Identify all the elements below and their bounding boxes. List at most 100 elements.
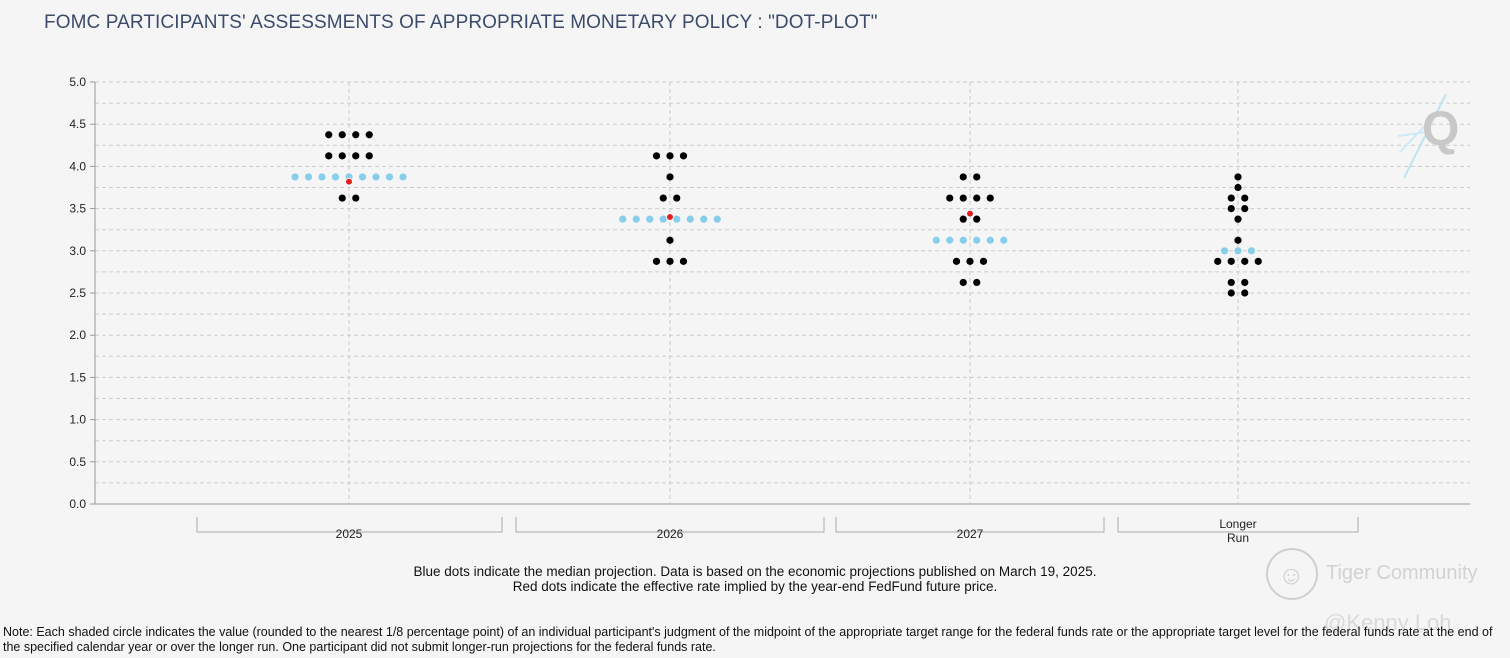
median-dot <box>399 173 407 181</box>
x-tick-label: 2027 <box>957 527 984 541</box>
participant-dot <box>1241 289 1249 297</box>
y-tick-label: 2.5 <box>69 286 86 300</box>
participant-dot <box>666 257 674 265</box>
participant-dot <box>1227 205 1235 213</box>
participant-dot <box>666 173 674 181</box>
participant-dot <box>1234 173 1242 181</box>
participant-dot <box>679 257 688 265</box>
median-dot <box>932 236 940 244</box>
participant-dot <box>352 194 360 202</box>
watermark: ☺ Tiger Community @Kenny Loh <box>1266 546 1506 654</box>
participant-dot <box>946 194 954 202</box>
participant-dot <box>352 131 360 139</box>
y-tick-label: 1.0 <box>69 413 86 427</box>
median-dot <box>713 215 721 223</box>
footnote: Note: Each shaded circle indicates the v… <box>3 625 1493 654</box>
participant-dot <box>338 152 346 160</box>
participant-dot <box>973 194 981 202</box>
category-bracket <box>196 517 503 533</box>
participant-dot <box>1227 194 1235 202</box>
participant-dot <box>1241 194 1249 202</box>
tiger-glyph-icon: ☺ <box>1278 560 1305 590</box>
x-tick-label: 2025 <box>336 527 363 541</box>
median-dot <box>1000 236 1008 244</box>
participant-dot <box>959 278 967 287</box>
y-tick-label: 3.5 <box>69 202 86 216</box>
median-dot <box>1247 247 1256 255</box>
participant-dot <box>959 173 967 181</box>
participant-dot <box>652 257 661 265</box>
x-tick-label-line: Longer <box>1219 517 1256 531</box>
participant-dot <box>973 278 981 287</box>
category-bracket <box>515 517 825 533</box>
participant-dot <box>666 236 674 244</box>
median-dot <box>686 215 694 223</box>
participant-dot <box>1241 278 1249 287</box>
watermark-user: @Kenny Loh <box>1324 610 1452 635</box>
median-dot <box>632 215 640 223</box>
participant-dot <box>679 152 688 160</box>
median-dot <box>331 173 340 181</box>
median-dot <box>304 173 313 181</box>
participant-dot <box>1234 215 1242 223</box>
median-dot <box>700 215 708 223</box>
tiger-logo-icon: ☺ <box>1266 548 1318 600</box>
logo-letter: Q <box>1422 103 1460 156</box>
participant-dot <box>325 152 333 160</box>
participant-dot <box>966 257 974 265</box>
implied-rate-dot <box>966 209 974 218</box>
participant-dot <box>959 194 967 202</box>
participant-dot <box>325 131 333 139</box>
participant-dot <box>338 194 346 202</box>
participant-dot <box>666 152 674 160</box>
median-dot <box>659 215 667 223</box>
chart-caption: Blue dots indicate the median projection… <box>0 564 1510 594</box>
participant-dot <box>973 215 981 223</box>
logo-streak-icon <box>1397 93 1447 179</box>
participant-dot <box>365 131 373 139</box>
participant-dot <box>1234 183 1242 192</box>
watermark-brand: Tiger Community <box>1326 562 1478 584</box>
participant-dot <box>652 152 661 160</box>
participant-dot <box>659 194 667 202</box>
implied-rate-dot <box>666 213 674 221</box>
median-dot <box>986 236 994 244</box>
y-tick-label: 4.0 <box>69 159 86 173</box>
y-tick-label: 5.0 <box>69 75 86 89</box>
median-dot <box>646 215 654 223</box>
caption-median-note: Blue dots indicate the median projection… <box>413 564 1097 579</box>
median-dot <box>291 173 299 181</box>
participant-dot <box>973 173 981 181</box>
participant-dot <box>365 152 373 160</box>
participant-dot <box>1214 257 1222 265</box>
median-dot <box>385 173 394 181</box>
participant-dot <box>986 194 994 202</box>
median-dot <box>946 236 954 244</box>
q-logo: Q <box>1397 92 1468 182</box>
participant-dot <box>1241 205 1249 213</box>
median-dot <box>973 236 981 244</box>
participant-dot <box>1227 278 1235 287</box>
y-tick-label: 0.5 <box>69 455 86 469</box>
participant-dot <box>1227 289 1235 297</box>
participant-dot <box>673 194 681 202</box>
x-tick-label-line: Run <box>1227 531 1249 545</box>
participant-dot <box>959 215 967 223</box>
y-tick-label: 2.0 <box>69 328 86 342</box>
category-bracket <box>835 517 1105 533</box>
median-dot <box>358 173 367 181</box>
participant-dot <box>338 131 346 139</box>
median-dot <box>673 215 681 223</box>
median-dot <box>318 173 326 181</box>
median-dot <box>619 215 627 223</box>
chart-title: FOMC PARTICIPANTS' ASSESSMENTS OF APPROP… <box>44 12 878 33</box>
participant-dot <box>1241 257 1249 265</box>
caption-implied-note: Red dots indicate the effective rate imp… <box>512 579 998 594</box>
median-dot <box>1220 247 1229 255</box>
participant-dot <box>952 257 961 265</box>
y-tick-label: 3.0 <box>69 244 86 258</box>
participant-dot <box>1254 257 1262 265</box>
x-tick-label: 2026 <box>657 527 684 541</box>
median-dot <box>372 173 380 181</box>
median-dot <box>959 236 967 244</box>
